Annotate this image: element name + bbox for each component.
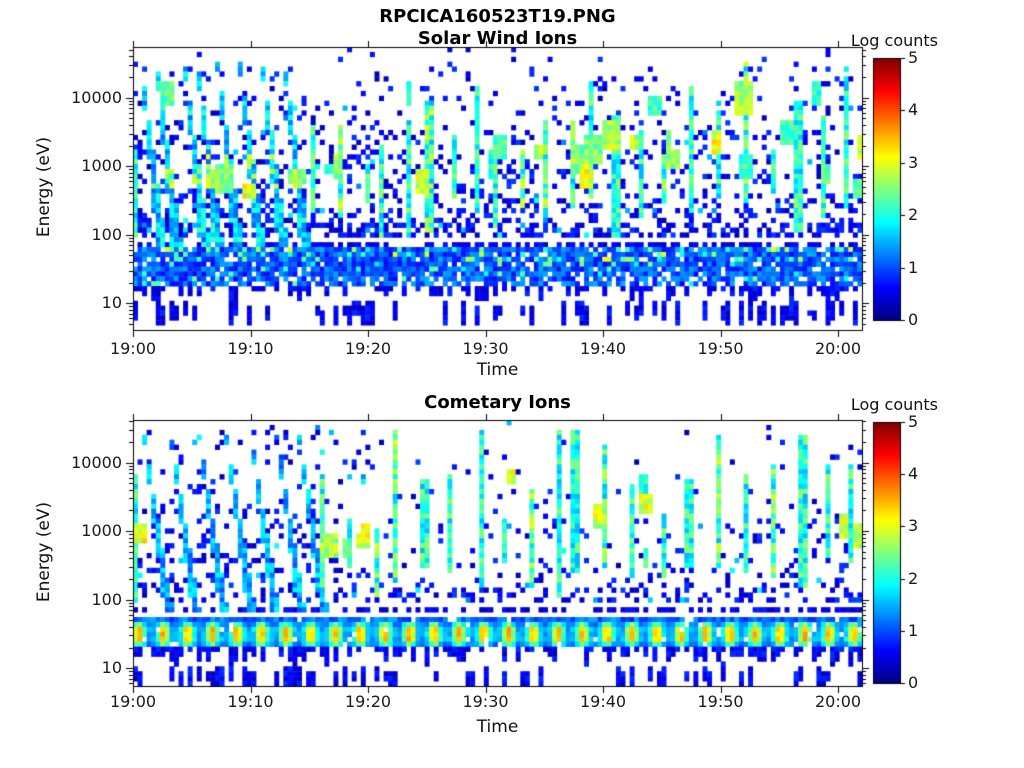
y-tick-label: 10000: [71, 87, 122, 107]
colorbar-tick-label: 3: [908, 152, 919, 172]
x-tick-label: 19:40: [579, 339, 627, 358]
x-tick-label: 19:30: [462, 692, 509, 711]
colorbar-tick-label: 0: [908, 310, 919, 329]
figure-title: RPCICA160523T19.PNG: [379, 6, 616, 27]
y-tick-label: 100: [91, 224, 122, 244]
colorbar-tick-label: 1: [908, 257, 919, 277]
colorbar2-label: Log counts: [850, 395, 938, 414]
x-axis-label-1: Time: [476, 360, 519, 380]
y-tick-label: 1000: [81, 521, 122, 541]
y-tick-label: 10: [101, 293, 122, 313]
x-tick-label: 19:20: [344, 692, 392, 711]
x-tick-label: 19:10: [227, 339, 274, 358]
x-tick-label: 19:30: [462, 339, 509, 358]
y-tick-label: 10: [101, 658, 122, 678]
x-tick-label: 20:00: [814, 692, 862, 711]
x-tick-label: 19:00: [109, 692, 157, 711]
x-tick-label: 19:20: [344, 339, 392, 358]
colorbar-tick-label: 5: [908, 48, 919, 67]
colorbar-tick-label: 4: [908, 100, 919, 120]
x-tick-label: 19:50: [697, 692, 744, 711]
y-tick-label: 1000: [81, 156, 122, 176]
colorbar-tick-label: 1: [908, 620, 919, 640]
subplot2-title: Cometary Ions: [424, 392, 571, 413]
x-tick-label: 19:00: [109, 339, 157, 358]
colorbar1-label: Log counts: [850, 31, 938, 50]
colorbar-tick-label: 2: [908, 205, 919, 225]
x-axis-label-2: Time: [476, 717, 519, 737]
colorbar-tick-label: 4: [908, 464, 919, 484]
y-tick-label: 100: [91, 589, 122, 609]
colorbar-tick-label: 3: [908, 516, 919, 536]
colorbar-tick-label: 5: [908, 412, 919, 431]
colorbar-tick-label: 0: [908, 673, 919, 692]
x-tick-label: 19:50: [697, 339, 744, 358]
colorbar-tick-label: 2: [908, 568, 919, 588]
subplot1-title: Solar Wind Ions: [417, 28, 578, 49]
y-tick-label: 10000: [71, 452, 122, 472]
x-tick-label: 19:40: [579, 692, 627, 711]
x-tick-label: 20:00: [814, 339, 862, 358]
x-tick-label: 19:10: [227, 692, 274, 711]
